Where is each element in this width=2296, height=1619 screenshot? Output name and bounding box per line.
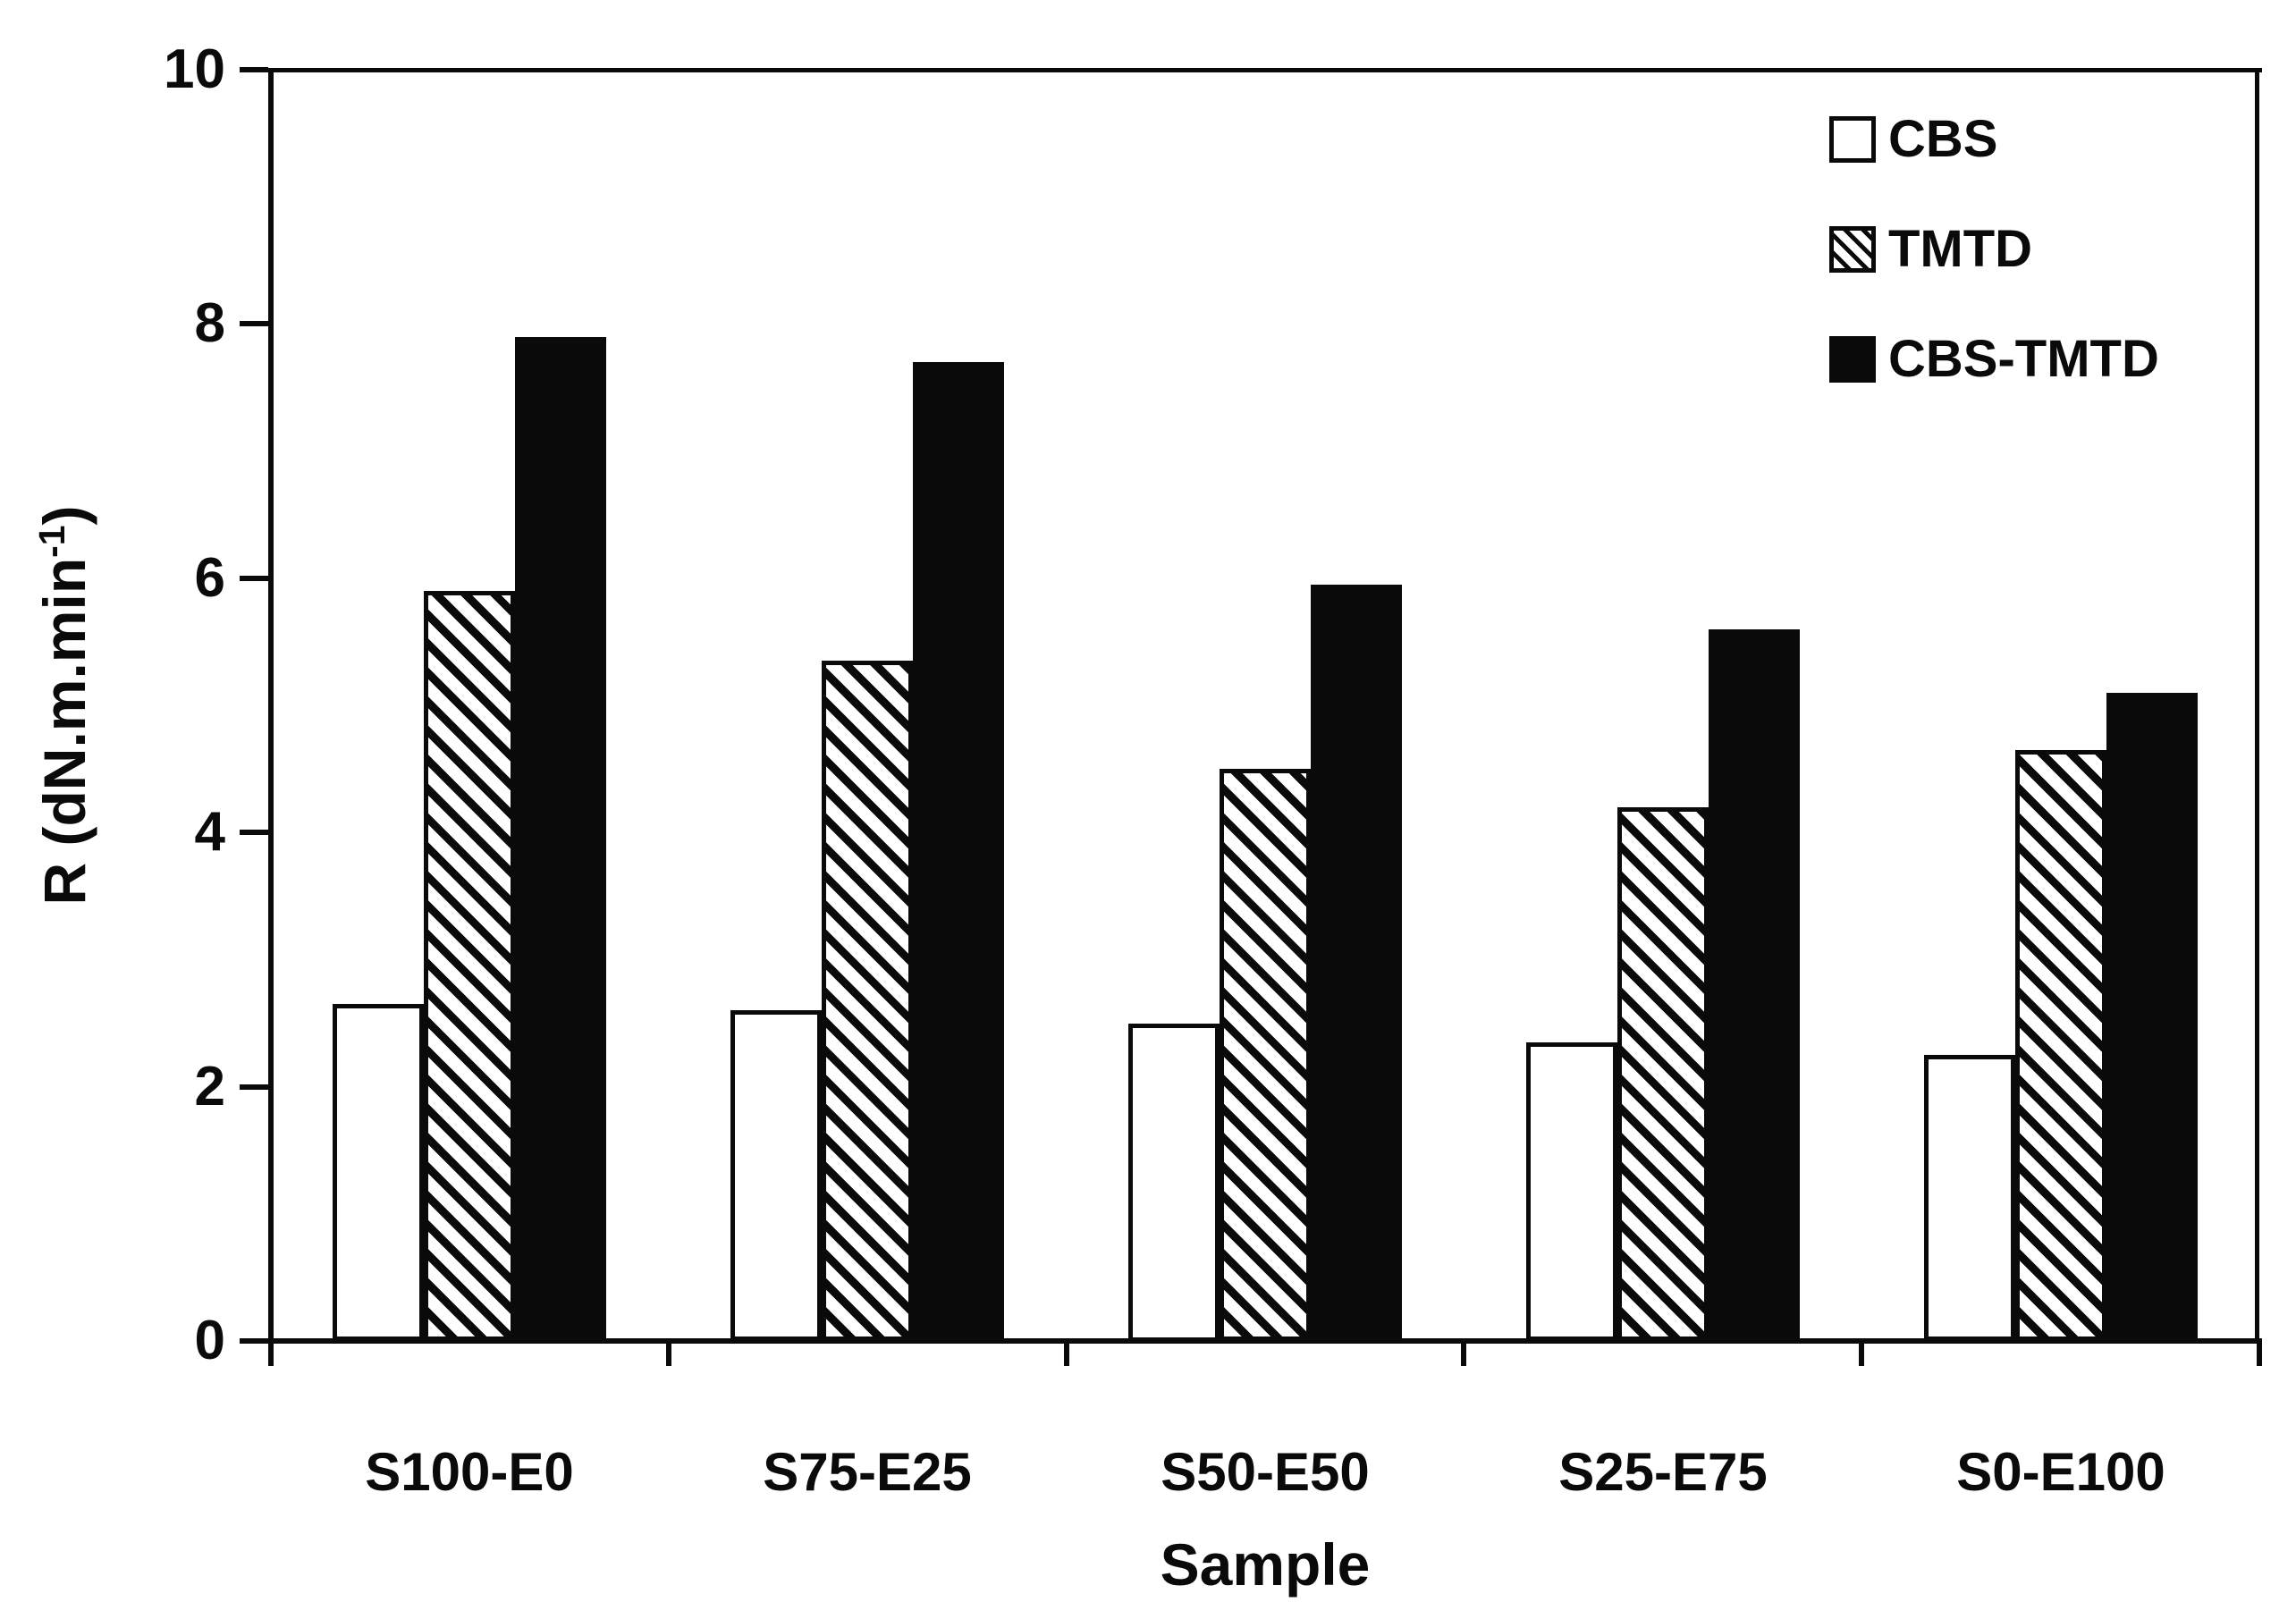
- bar-s100-e0-tmtd: [424, 591, 515, 1341]
- legend: CBS TMTD CBS-TMTD: [1829, 110, 2159, 446]
- y-tick-label: 6: [194, 546, 225, 609]
- bar-s25-e75-cbs: [1526, 1042, 1617, 1341]
- bar-s50-e50-cbs: [1128, 1024, 1220, 1342]
- bar-s100-e0-cbs: [333, 1004, 424, 1341]
- x-boundary-tick-mark: [1859, 1341, 1865, 1366]
- x-boundary-tick-mark: [2257, 1341, 2262, 1366]
- legend-label-tmtd: TMTD: [1888, 220, 2033, 278]
- x-boundary-tick-mark: [665, 1341, 671, 1366]
- legend-label-cbs: CBS: [1888, 110, 1998, 168]
- x-axis-title: Sample: [1160, 1531, 1371, 1598]
- y-tick-label: 0: [194, 1310, 225, 1371]
- bar-s100-e0-cbs-tmtd: [515, 337, 606, 1341]
- y-axis-title: R (dN.m.min-1): [30, 505, 98, 905]
- bar-s75-e25-cbs-tmtd: [913, 362, 1004, 1341]
- y-tick-mark: [240, 1338, 268, 1344]
- bar-s75-e25-tmtd: [822, 661, 913, 1341]
- x-tick-label-s100-e0: S100-E0: [365, 1442, 574, 1502]
- legend-entry-cbs: CBS: [1829, 110, 2159, 168]
- bar-s0-e100-cbs-tmtd: [2106, 693, 2198, 1341]
- y-tick-label: 4: [194, 801, 225, 864]
- bar-s25-e75-cbs-tmtd: [1709, 629, 1800, 1341]
- legend-swatch-black-icon: [1829, 336, 1876, 383]
- x-boundary-tick-mark: [1063, 1341, 1069, 1366]
- legend-swatch-hatch-icon: [1829, 226, 1876, 273]
- y-tick-mark: [240, 67, 268, 72]
- legend-swatch-white-icon: [1829, 116, 1876, 163]
- legend-label-cbs-tmtd: CBS-TMTD: [1888, 330, 2159, 388]
- y-tick-mark: [240, 1084, 268, 1090]
- x-tick-label-s50-e50: S50-E50: [1161, 1442, 1370, 1502]
- y-tick-label: 8: [194, 292, 225, 355]
- x-axis-line: [240, 1338, 2262, 1344]
- x-tick-label-s0-e100: S0-E100: [1956, 1442, 2165, 1502]
- y-tick-label: 2: [194, 1055, 225, 1117]
- x-tick-label-s75-e25: S75-E25: [763, 1442, 972, 1502]
- x-boundary-tick-mark: [1461, 1341, 1467, 1366]
- y-axis-title-superscript: -1: [31, 525, 72, 558]
- y-axis-title-text: R (dN.m.min: [31, 557, 97, 906]
- x-tick-label-s25-e75: S25-E75: [1558, 1442, 1768, 1502]
- y-axis-title-suffix: ): [31, 505, 97, 526]
- y-axis-line: [268, 70, 274, 1366]
- plot-right-border: [2255, 70, 2259, 1341]
- legend-entry-tmtd: TMTD: [1829, 220, 2159, 278]
- bar-s0-e100-cbs: [1924, 1055, 2015, 1341]
- bar-s75-e25-cbs: [730, 1010, 822, 1341]
- y-tick-mark: [240, 321, 268, 327]
- bar-s0-e100-tmtd: [2015, 750, 2106, 1341]
- plot-top-border: [268, 68, 2262, 72]
- bar-s50-e50-cbs-tmtd: [1311, 585, 1402, 1341]
- y-tick-mark: [240, 575, 268, 581]
- bar-s25-e75-tmtd: [1617, 807, 1709, 1341]
- legend-entry-cbs-tmtd: CBS-TMTD: [1829, 330, 2159, 388]
- y-tick-mark: [240, 830, 268, 836]
- y-tick-label: 10: [164, 38, 225, 100]
- bar-s50-e50-tmtd: [1220, 769, 1311, 1341]
